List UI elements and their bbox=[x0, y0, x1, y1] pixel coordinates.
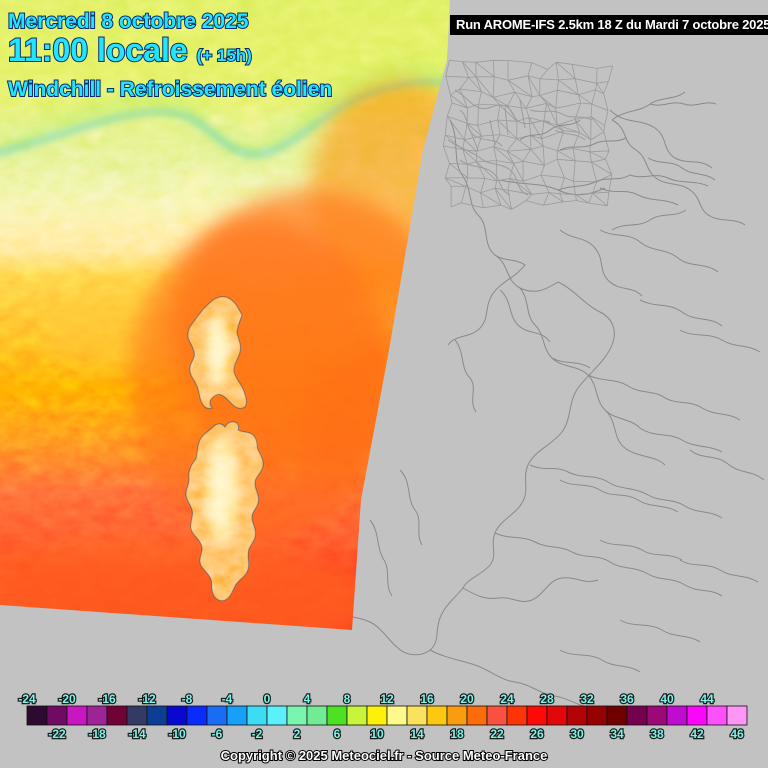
svg-text:-20: -20 bbox=[58, 692, 76, 706]
svg-text:16: 16 bbox=[420, 692, 434, 706]
svg-text:24: 24 bbox=[500, 692, 514, 706]
svg-text:-12: -12 bbox=[138, 692, 156, 706]
svg-text:18: 18 bbox=[450, 727, 464, 741]
svg-text:40: 40 bbox=[660, 692, 674, 706]
svg-text:-8: -8 bbox=[182, 692, 193, 706]
svg-text:6: 6 bbox=[334, 727, 341, 741]
svg-text:-2: -2 bbox=[252, 727, 263, 741]
svg-text:34: 34 bbox=[610, 727, 624, 741]
svg-text:-18: -18 bbox=[88, 727, 106, 741]
svg-text:22: 22 bbox=[490, 727, 504, 741]
svg-text:26: 26 bbox=[530, 727, 544, 741]
svg-text:28: 28 bbox=[540, 692, 554, 706]
svg-text:-22: -22 bbox=[48, 727, 66, 741]
svg-text:44: 44 bbox=[700, 692, 714, 706]
svg-text:0: 0 bbox=[264, 692, 271, 706]
svg-text:4: 4 bbox=[304, 692, 311, 706]
svg-text:-10: -10 bbox=[168, 727, 186, 741]
svg-text:-4: -4 bbox=[222, 692, 233, 706]
svg-text:42: 42 bbox=[690, 727, 704, 741]
svg-text:12: 12 bbox=[380, 692, 394, 706]
svg-text:36: 36 bbox=[620, 692, 634, 706]
svg-text:-24: -24 bbox=[18, 692, 36, 706]
svg-text:14: 14 bbox=[410, 727, 424, 741]
svg-text:-14: -14 bbox=[128, 727, 146, 741]
svg-text:2: 2 bbox=[294, 727, 301, 741]
svg-text:30: 30 bbox=[570, 727, 584, 741]
svg-text:-16: -16 bbox=[98, 692, 116, 706]
svg-text:38: 38 bbox=[650, 727, 664, 741]
svg-text:32: 32 bbox=[580, 692, 594, 706]
svg-text:20: 20 bbox=[460, 692, 474, 706]
svg-text:Copyright © 2025 Meteociel.fr: Copyright © 2025 Meteociel.fr - Source M… bbox=[221, 748, 548, 763]
svg-text:-6: -6 bbox=[212, 727, 223, 741]
svg-text:10: 10 bbox=[370, 727, 384, 741]
svg-text:46: 46 bbox=[730, 727, 744, 741]
svg-text:8: 8 bbox=[344, 692, 351, 706]
